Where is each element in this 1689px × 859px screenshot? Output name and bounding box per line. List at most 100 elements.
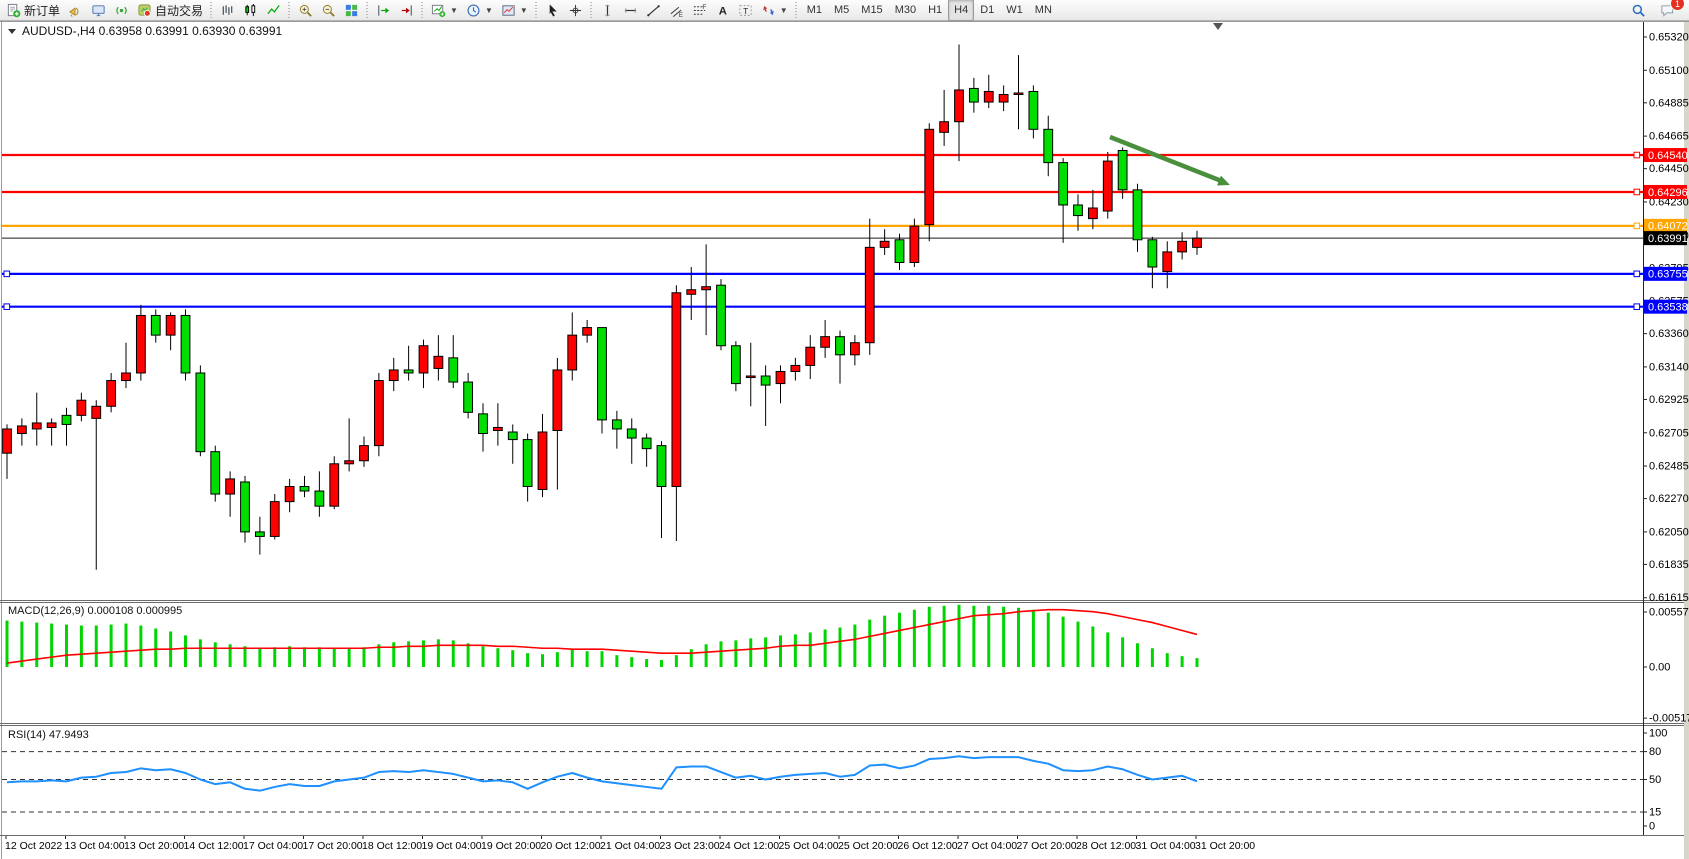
signals-button[interactable] <box>110 0 133 20</box>
candle <box>329 456 340 510</box>
price-axis[interactable]: 0.65320 0.65100 0.64885 0.64665 0.64450 0.642… <box>1643 31 1689 604</box>
time-tick-label: 25 Oct 20:00 <box>838 840 898 852</box>
tf-h1[interactable]: H1 <box>922 0 948 21</box>
horn-button[interactable] <box>64 0 87 20</box>
time-tick-label: 13 Oct 04:00 <box>65 840 125 852</box>
text-button[interactable]: A <box>711 0 734 20</box>
line-chart-button[interactable] <box>262 0 285 20</box>
horizontal-line-0.64072[interactable] <box>2 222 1643 230</box>
chart-title: AUDUSD-,H4 0.63958 0.63991 0.63930 0.639… <box>8 24 283 38</box>
arrow-annotation[interactable] <box>1109 134 1230 186</box>
line-price-label: 0.63538 <box>1644 299 1688 314</box>
signal-icon <box>116 6 127 14</box>
chart-background <box>0 21 1689 859</box>
label-button[interactable]: T <box>734 0 757 20</box>
time-tick-label: 26 Oct 12:00 <box>898 840 958 852</box>
candle <box>537 413 548 498</box>
tf-m1[interactable]: M1 <box>801 0 828 21</box>
line-handle[interactable] <box>1633 151 1641 159</box>
candle <box>2 424 12 479</box>
channel-button[interactable]: E <box>665 0 688 20</box>
text-a-icon: A <box>719 5 727 17</box>
crosshair-button[interactable] <box>564 0 587 20</box>
price-tick-label: 0.64885 <box>1649 97 1689 109</box>
toolbar-separator <box>365 2 371 18</box>
line-handle[interactable] <box>3 303 11 310</box>
time-axis[interactable]: 12 Oct 2022 13 Oct 04:00 13 Oct 20:00 14 Oc… <box>5 836 1255 852</box>
candle <box>1132 183 1143 252</box>
candle <box>433 335 444 381</box>
candle <box>924 123 935 242</box>
zoom-in-button[interactable] <box>294 0 317 20</box>
horizontal-line-0.63755[interactable] <box>2 270 1643 278</box>
candle <box>626 418 637 464</box>
template-icon <box>502 4 515 16</box>
chart-shift-marker[interactable] <box>1213 23 1223 30</box>
auto-scroll-button[interactable] <box>372 0 395 20</box>
cursor-button[interactable] <box>541 0 564 20</box>
candle <box>522 433 533 502</box>
chart-shift-button[interactable] <box>395 0 418 20</box>
tile-windows-button[interactable] <box>340 0 363 20</box>
new-order-button[interactable]: 新订单 <box>2 0 64 20</box>
candle <box>403 345 414 381</box>
candle <box>388 357 399 392</box>
auto-scroll-icon <box>378 4 390 16</box>
tf-w1[interactable]: W1 <box>1000 0 1029 21</box>
horizontal-line-0.64540[interactable] <box>2 151 1643 159</box>
price-chart[interactable]: AUDUSD-,H4 0.63958 0.63991 0.63930 0.639… <box>0 21 1689 859</box>
time-tick-label: 24 Oct 12:00 <box>719 840 779 852</box>
tf-h4[interactable]: H4 <box>948 0 975 21</box>
chat-button[interactable]: 1 <box>1656 0 1685 20</box>
horizontal-line-0.63538[interactable] <box>2 303 1643 310</box>
rsi-line <box>6 755 1198 792</box>
candle <box>1087 189 1098 230</box>
line-handle[interactable] <box>3 270 11 278</box>
tf-d1-label: D1 <box>980 4 995 16</box>
svg-text:0.63991: 0.63991 <box>1648 233 1688 245</box>
templates-button[interactable]: ▼ <box>497 0 532 20</box>
tf-mn[interactable]: MN <box>1029 0 1058 21</box>
periods-button[interactable]: ▼ <box>462 0 497 20</box>
toolbar-separator <box>793 2 799 18</box>
tf-m15[interactable]: M15 <box>855 0 888 21</box>
search-button[interactable] <box>1627 0 1650 20</box>
auto-trading-button[interactable]: 自动交易 <box>133 0 207 20</box>
candle <box>106 372 117 413</box>
candle <box>1147 236 1158 289</box>
price-tick-label: 0.64450 <box>1649 163 1689 175</box>
candle <box>1192 230 1202 255</box>
indicators-button[interactable]: ▼ <box>427 0 462 20</box>
bar-chart-button[interactable] <box>216 0 239 20</box>
arrows-button[interactable]: ▼ <box>757 0 792 20</box>
vertical-line-button[interactable] <box>596 0 619 20</box>
candle <box>210 445 221 502</box>
toolbar-separator <box>588 2 594 18</box>
line-handle[interactable] <box>1633 188 1641 196</box>
horizontal-line-button[interactable] <box>619 0 642 20</box>
horizontal-line-0.64296[interactable] <box>2 188 1643 196</box>
tf-d1[interactable]: D1 <box>974 0 1000 21</box>
line-handle[interactable] <box>1633 303 1641 310</box>
tf-m5[interactable]: M5 <box>828 0 855 21</box>
candle <box>760 365 771 426</box>
time-tick-label: 21 Oct 04:00 <box>600 840 660 852</box>
candle <box>373 372 384 457</box>
text-label-icon: T <box>739 4 752 15</box>
zoom-out-button[interactable] <box>317 0 340 20</box>
line-handle[interactable] <box>1633 222 1641 230</box>
market-watch-button[interactable] <box>87 0 110 20</box>
trendline-button[interactable] <box>642 0 665 20</box>
chevron-down-icon[interactable] <box>8 29 16 34</box>
fibonacci-button[interactable]: F <box>688 0 711 20</box>
tf-m30[interactable]: M30 <box>889 0 922 21</box>
candlestick-chart-button[interactable] <box>239 0 262 20</box>
candle <box>46 418 57 446</box>
time-tick-label: 23 Oct 23:00 <box>660 840 720 852</box>
svg-text:0.63538: 0.63538 <box>1648 301 1688 313</box>
monitor-icon <box>92 4 105 16</box>
candle <box>775 365 786 404</box>
window-right-edge <box>1684 21 1689 859</box>
line-handle[interactable] <box>1633 270 1641 278</box>
candle <box>1043 115 1054 177</box>
